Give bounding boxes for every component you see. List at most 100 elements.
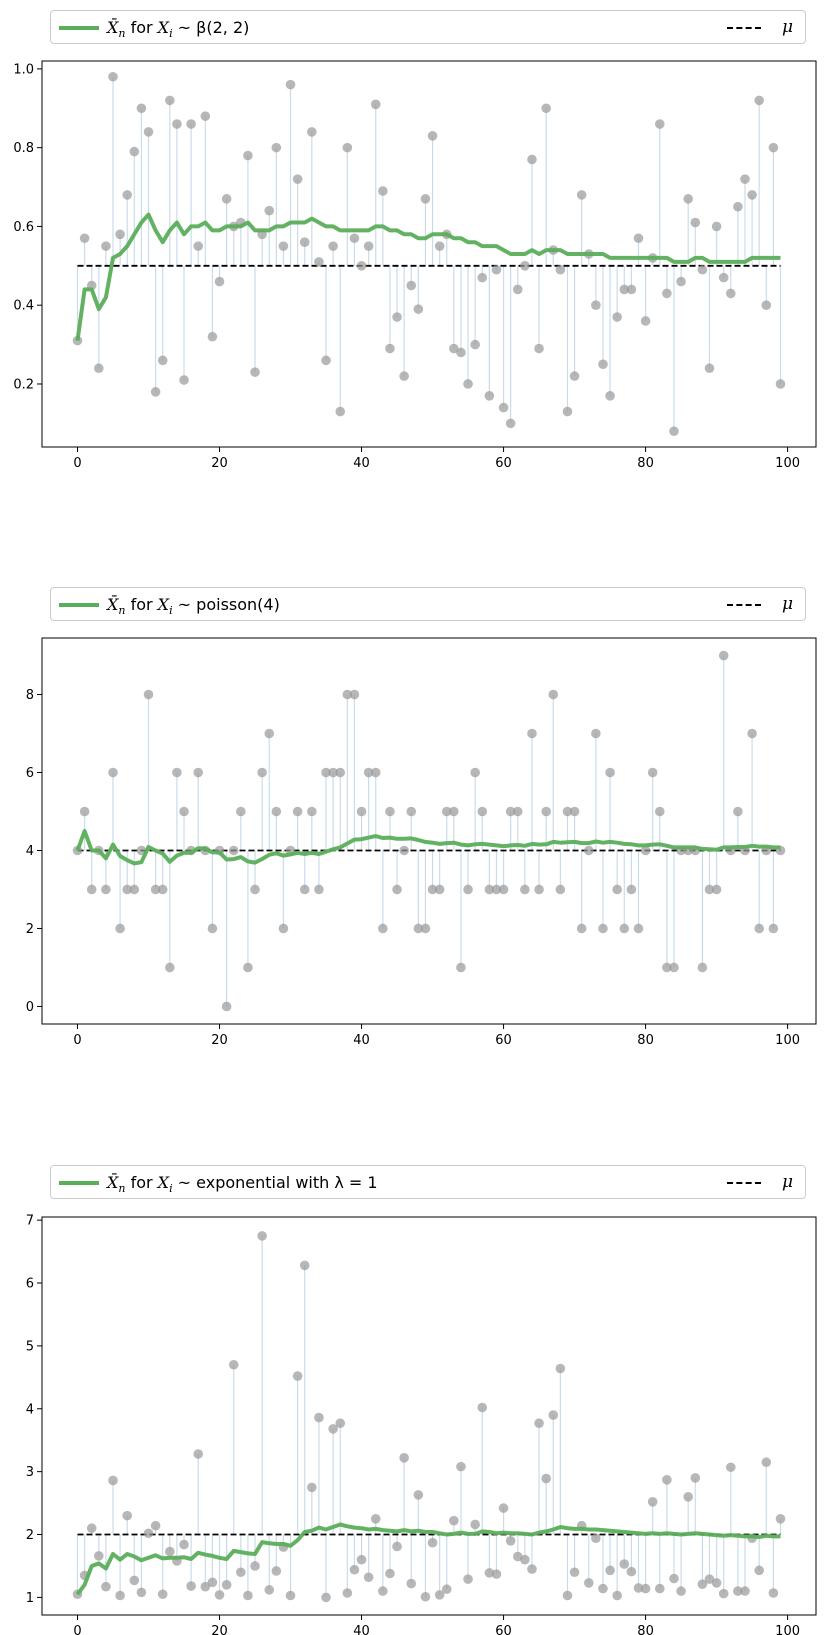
sample-point-21 — [221, 194, 232, 204]
sample-point-68 — [555, 884, 566, 895]
sample-point-90 — [711, 884, 722, 895]
x-tick-label: 40 — [353, 1624, 370, 1635]
sample-point-62 — [512, 806, 523, 817]
sample-point-87 — [690, 1473, 701, 1483]
sample-point-82 — [654, 806, 665, 817]
x-tick-40: 40 — [353, 447, 370, 471]
sample-point-29 — [278, 241, 289, 251]
sample-point-60 — [498, 1503, 509, 1513]
sample-point-34 — [314, 1412, 324, 1423]
sample-point-34 — [314, 257, 324, 267]
sample-point-23 — [236, 806, 246, 817]
sample-point-93 — [733, 806, 743, 817]
y-tick-label: 0.4 — [13, 299, 34, 314]
x-tick-60: 60 — [495, 1024, 512, 1048]
sample-point-43 — [378, 1586, 388, 1596]
sample-point-81 — [647, 767, 658, 778]
sample-point-38 — [342, 1588, 353, 1598]
sample-point-94 — [740, 174, 750, 184]
sample-point-71 — [576, 190, 587, 200]
sample-point-49 — [420, 923, 431, 934]
legend-1: X̄n for Xi ~ β(2, 2) μ — [50, 10, 806, 44]
sample-point-45 — [392, 1541, 402, 1552]
mean-line-swatch — [59, 26, 99, 30]
sample-point-58 — [484, 884, 495, 895]
plot-frame — [41, 637, 817, 1025]
plot-frame — [41, 60, 817, 448]
sample-point-79 — [633, 1583, 644, 1593]
x-tick-40: 40 — [353, 1024, 370, 1048]
sample-point-70 — [569, 371, 580, 381]
sample-point-60 — [498, 884, 509, 895]
sample-point-10 — [143, 1528, 154, 1539]
sample-point-44 — [385, 343, 395, 354]
sample-point-4 — [101, 884, 111, 895]
sample-point-75 — [605, 767, 615, 778]
sample-point-70 — [569, 806, 580, 817]
sample-point-46 — [399, 371, 409, 381]
sample-point-61 — [505, 1536, 516, 1546]
sample-point-92 — [725, 288, 736, 299]
distribution-name: poisson(4) — [196, 595, 280, 614]
x-tick-80: 80 — [637, 1024, 654, 1048]
sample-point-63 — [520, 261, 530, 271]
sample-point-22 — [228, 1359, 239, 1370]
sample-point-6 — [115, 923, 125, 934]
y-tick-3: 4 — [26, 1402, 42, 1417]
sample-point-46 — [399, 845, 409, 856]
sample-point-18 — [200, 111, 211, 121]
x-tick-20: 20 — [211, 447, 228, 471]
chart-3: 0 20 40 60 80 100 1 2 3 4 5 6 7 — [26, 1214, 817, 1635]
sample-point-74 — [598, 923, 608, 934]
sample-point-64 — [527, 154, 537, 165]
y-tick-0: 1 — [26, 1591, 42, 1606]
sample-point-58 — [484, 390, 495, 401]
sample-point-67 — [548, 1410, 559, 1420]
x-tick-100: 100 — [775, 1024, 800, 1048]
y-tick-1: 2 — [26, 1528, 42, 1543]
mu-line-swatch — [727, 27, 761, 29]
sample-point-86 — [683, 1491, 693, 1502]
sample-point-31 — [292, 174, 303, 184]
mean-series-label: X̄n for Xi ~ β(2, 2) — [107, 18, 250, 41]
sample-point-5 — [108, 1475, 118, 1486]
sample-point-78 — [626, 1566, 637, 1577]
sample-point-79 — [633, 233, 644, 244]
x-tick-label: 60 — [495, 1624, 512, 1635]
sample-point-56 — [470, 1519, 480, 1530]
y-tick-2: 3 — [26, 1465, 42, 1480]
x-tick-0: 0 — [73, 1024, 82, 1048]
sample-point-72 — [583, 845, 594, 856]
sample-point-83 — [662, 962, 672, 973]
sample-point-83 — [662, 288, 672, 299]
sample-point-36 — [328, 767, 338, 778]
y-tick-2: 0.6 — [13, 220, 42, 235]
x-tick-label: 80 — [637, 456, 654, 471]
chart-1: 0 20 40 60 80 100 0.2 0.4 0.6 0.8 1.0 — [13, 60, 817, 471]
sample-point-3 — [94, 1551, 104, 1561]
sample-point-51 — [434, 241, 445, 251]
y-tick-label: 6 — [26, 1277, 34, 1292]
y-tick-label: 0.6 — [13, 220, 34, 235]
sample-point-79 — [633, 923, 644, 934]
plot-frame — [41, 1216, 817, 1616]
x-tick-label: 20 — [211, 456, 228, 471]
sample-point-50 — [427, 884, 438, 895]
sample-point-42 — [370, 1514, 381, 1524]
y-tick-label: 1 — [26, 1591, 34, 1606]
sample-point-13 — [165, 962, 175, 973]
sample-point-4 — [101, 241, 111, 251]
sample-point-29 — [278, 923, 289, 934]
sample-point-11 — [150, 1520, 161, 1531]
sample-point-80 — [640, 316, 651, 326]
sample-point-71 — [576, 923, 587, 934]
sample-point-17 — [193, 1449, 204, 1459]
sample-point-17 — [193, 767, 204, 778]
sample-point-48 — [413, 1490, 424, 1500]
sample-point-68 — [555, 264, 566, 275]
sample-point-32 — [299, 237, 310, 247]
sample-point-50 — [427, 131, 438, 141]
sample-point-82 — [654, 1583, 665, 1594]
sample-point-15 — [179, 806, 189, 817]
